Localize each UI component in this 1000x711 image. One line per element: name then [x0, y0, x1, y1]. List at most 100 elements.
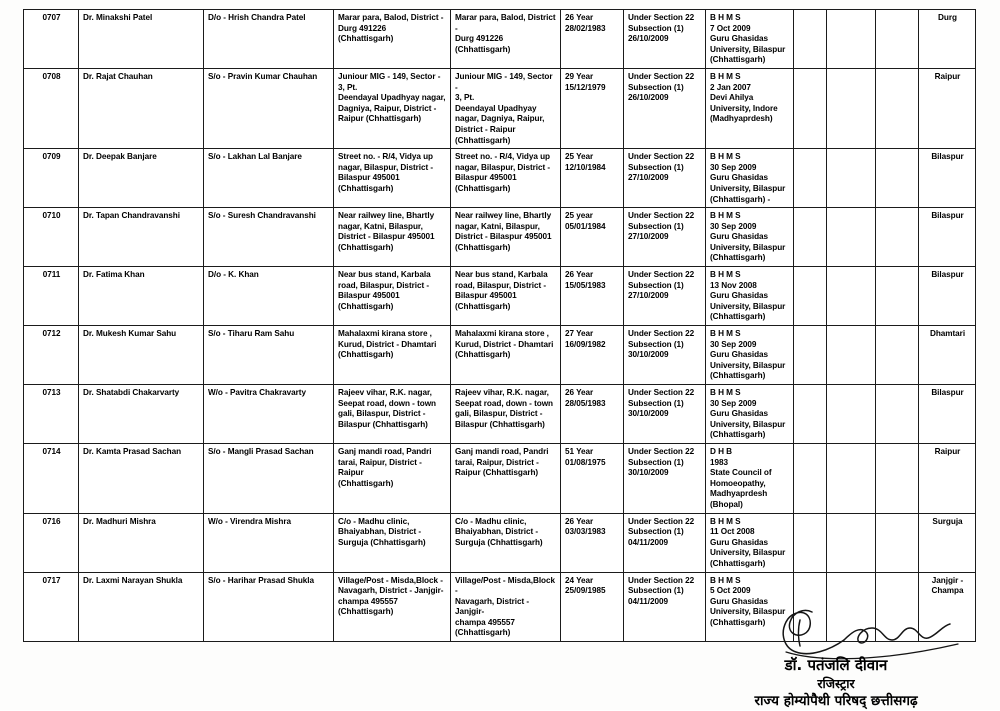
district-cell: Raipur	[918, 442, 976, 514]
age-dob-cell-line: 25 Year	[565, 152, 594, 162]
address-cell-line: Dagniya, Raipur, District -	[338, 103, 437, 113]
qualification-cell-line: (Chhattisgarh)	[710, 558, 766, 568]
practitioner-name-cell: Dr. Fatima Khan	[78, 266, 204, 327]
permanent-address-cell-line: Mahalaxmi kirana store ,	[455, 329, 549, 339]
registration-section-cell-line: 30/10/2009	[628, 409, 669, 419]
registration-section-cell-line: 26/10/2009	[628, 34, 669, 44]
address-cell-line: (Chhattisgarh)	[338, 242, 394, 252]
blank-cell-3	[875, 207, 919, 268]
registration-section-cell-line: Subsection (1)	[628, 82, 684, 92]
age-dob-cell-line: 51 Year	[565, 446, 594, 456]
address-cell-line: Near bus stand, Karbala	[338, 270, 431, 280]
registration-section-cell-line: 30/10/2009	[628, 350, 669, 360]
registration-number-cell: 0707	[23, 9, 79, 69]
age-dob-cell: 26 Year 03/03/1983	[560, 512, 624, 573]
qualification-cell-line: (Bhopal)	[710, 499, 743, 509]
blank-cell-3	[875, 512, 919, 573]
age-dob-cell-line: 26 Year	[565, 516, 594, 526]
permanent-address-cell-line: Navagarh, District - Janjgir-	[455, 596, 530, 617]
qualification-cell-line: 30 Sep 2009	[710, 221, 757, 231]
blank-cell-1	[793, 266, 827, 327]
parentage-cell: S/o - Harihar Prasad Shukla	[203, 571, 334, 643]
qualification-cell-line: B H M S	[710, 152, 741, 162]
qualification-cell-line: University, Bilaspur	[710, 44, 786, 54]
registration-section-cell: Under Section 22 Subsection (1) 27/10/2009	[623, 266, 706, 327]
parentage-cell: S/o - Tiharu Ram Sahu	[203, 325, 334, 385]
registration-section-cell-line: 04/11/2009	[628, 537, 669, 547]
practitioner-name-cell: Dr. Rajat Chauhan	[78, 67, 204, 150]
qualification-cell-line: Guru Ghasidas	[710, 596, 769, 606]
practitioner-name-cell: Dr. Minakshi Patel	[78, 9, 204, 69]
blank-cell-2	[826, 325, 876, 385]
registration-section-cell-line: 26/10/2009	[628, 93, 669, 103]
blank-cell-1	[793, 384, 827, 444]
address-cell-line: nagar, Bilaspur, District -	[338, 162, 434, 172]
registration-section-cell-line: Under Section 22	[628, 329, 695, 339]
address-cell: Juniour MIG - 149, Sector -3, Pt. Deenday…	[333, 67, 451, 150]
qualification-cell-line: 30 Sep 2009	[710, 339, 757, 349]
blank-cell-1	[793, 9, 827, 69]
registrar-name: डॉ. पतंजलि दीवान	[784, 656, 888, 674]
permanent-address-cell: Ganj mandi road, Pandri tarai, Raipur, Di…	[450, 442, 561, 514]
qualification-cell-line: Guru Ghasidas	[710, 409, 769, 419]
address-cell-line: Durg 491226	[338, 23, 387, 33]
address-cell-line: champa 495557	[338, 596, 398, 606]
permanent-address-cell-line: Bilaspur 495001	[455, 291, 517, 301]
registration-table: 0707 Dr. Minakshi Patel D/o - Hrish Chandr…	[23, 9, 976, 643]
registration-section-cell-line: Under Section 22	[628, 516, 695, 526]
table-row: 0714 Dr. Kamta Prasad Sachan S/o - Mangli …	[23, 442, 976, 514]
table-row: 0713 Dr. Shatabdi Chakarvarty W/o - Pavitr…	[23, 384, 976, 444]
blank-cell-2	[826, 266, 876, 327]
registration-section-cell-line: Under Section 22	[628, 211, 695, 221]
registration-number-cell: 0708	[23, 67, 79, 150]
table-row: 0708 Dr. Rajat Chauhan S/o - Pravin Kumar …	[23, 67, 976, 150]
registration-number-cell: 0710	[23, 207, 79, 268]
qualification-cell: B H M S 13 Nov 2008 Guru Ghasidas Universit…	[705, 266, 794, 327]
qualification-cell-line: Guru Ghasidas	[710, 34, 769, 44]
qualification-cell-line: University, Bilaspur	[710, 242, 786, 252]
permanent-address-cell-line: (Chhattisgarh)	[455, 628, 511, 638]
age-dob-cell-line: 27 Year	[565, 329, 594, 339]
qualification-cell-line: 5 Oct 2009	[710, 586, 751, 596]
age-dob-cell: 29 Year 15/12/1979	[560, 67, 624, 150]
registration-section-cell-line: Under Section 22	[628, 13, 695, 22]
qualification-cell-line: Guru Ghasidas	[710, 537, 769, 547]
permanent-address-cell: Rajeev vihar, R.K. nagar, Seepat road, do…	[450, 384, 561, 444]
address-cell-line: Rajeev vihar, R.K. nagar,	[338, 388, 432, 397]
registration-section-cell: Under Section 22 Subsection (1) 26/10/2009	[623, 9, 706, 69]
registration-section-cell-line: Subsection (1)	[628, 23, 684, 33]
registration-section-cell-line: Subsection (1)	[628, 398, 684, 408]
qualification-cell: B H M S 30 Sep 2009 Guru Ghasidas Universit…	[705, 384, 794, 444]
qualification-cell-line: B H M S	[710, 388, 741, 397]
registrar-role: रजिस्ट्रार	[817, 676, 855, 691]
blank-cell-2	[826, 384, 876, 444]
permanent-address-cell-line: nagar, Katni, Bilaspur,	[455, 221, 540, 231]
blank-cell-3	[875, 325, 919, 385]
registration-number-cell: 0712	[23, 325, 79, 385]
address-cell-line: (Chhattisgarh)	[338, 350, 394, 360]
blank-cell-2	[826, 442, 876, 514]
qualification-cell-line: B H M S	[710, 329, 741, 339]
registration-number-cell: 0716	[23, 512, 79, 573]
qualification-cell-line: (Chhattisgarh) -	[710, 194, 771, 204]
qualification-cell-line: (Chhattisgarh)	[710, 55, 766, 65]
qualification-cell-line: (Chhattisgarh)	[710, 253, 766, 263]
age-dob-cell-line: 29 Year	[565, 71, 594, 81]
address-cell-line: Mahalaxmi kirana store ,	[338, 329, 432, 339]
registration-section-cell-line: 27/10/2009	[628, 291, 669, 301]
permanent-address-cell-line: (Chhattisgarh)	[455, 242, 511, 252]
age-dob-cell: 26 Year 28/05/1983	[560, 384, 624, 444]
qualification-cell-line: University, Bilaspur	[710, 360, 786, 370]
district-cell: Durg	[918, 9, 976, 69]
registration-section-cell-line: Under Section 22	[628, 152, 695, 162]
parentage-cell: D/o - Hrish Chandra Patel	[203, 9, 334, 69]
qualification-cell-line: B H M S	[710, 211, 741, 221]
address-cell-line: nagar, Katni, Bilaspur,	[338, 221, 423, 231]
address-cell-line: Bilaspur (Chhattisgarh)	[338, 419, 428, 429]
age-dob-cell: 24 Year 25/09/1985	[560, 571, 624, 643]
permanent-address-cell: Mahalaxmi kirana store , Kurud, District …	[450, 325, 561, 385]
practitioner-name-cell: Dr. Laxmi Narayan Shukla	[78, 571, 204, 643]
registration-number-cell: 0713	[23, 384, 79, 444]
permanent-address-cell-line: District - Bilaspur 495001	[455, 232, 552, 242]
registration-section-cell-line: Subsection (1)	[628, 527, 684, 537]
